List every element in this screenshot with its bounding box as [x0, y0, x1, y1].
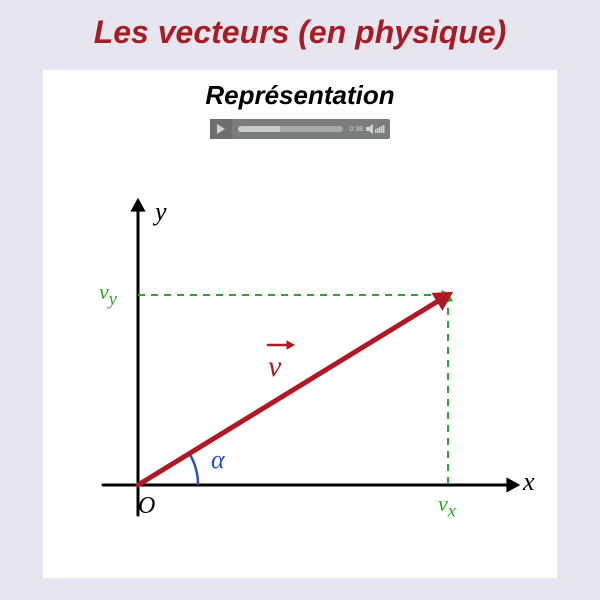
- y-axis-label: y: [155, 197, 167, 227]
- x-axis-label: x: [523, 467, 535, 497]
- origin-label: O: [138, 493, 155, 520]
- diagram-svg: [43, 145, 559, 565]
- vector-overarrow-icon: [266, 336, 296, 350]
- page-title: Les vecteurs (en physique): [0, 0, 600, 69]
- vx-label-main: v: [438, 491, 448, 516]
- audio-player[interactable]: 0:38: [210, 119, 390, 139]
- vx-label: vx: [438, 491, 456, 521]
- vy-label: vy: [99, 279, 117, 309]
- card-title: Représentation: [43, 80, 557, 111]
- vector-v-label: v: [268, 350, 281, 384]
- play-button-icon[interactable]: [210, 119, 232, 139]
- volume-icon[interactable]: [366, 123, 390, 135]
- vy-label-sub: y: [109, 288, 117, 308]
- card: Représentation 0:38 x y O α vx vy: [42, 69, 558, 579]
- audio-time: 0:38: [349, 126, 366, 133]
- audio-progress[interactable]: [238, 126, 343, 132]
- vy-label-main: v: [99, 279, 109, 304]
- vector-v-text: v: [268, 350, 281, 383]
- vector-diagram: x y O α vx vy v: [43, 145, 557, 565]
- angle-alpha-label: α: [211, 445, 225, 475]
- vx-label-sub: x: [448, 500, 456, 520]
